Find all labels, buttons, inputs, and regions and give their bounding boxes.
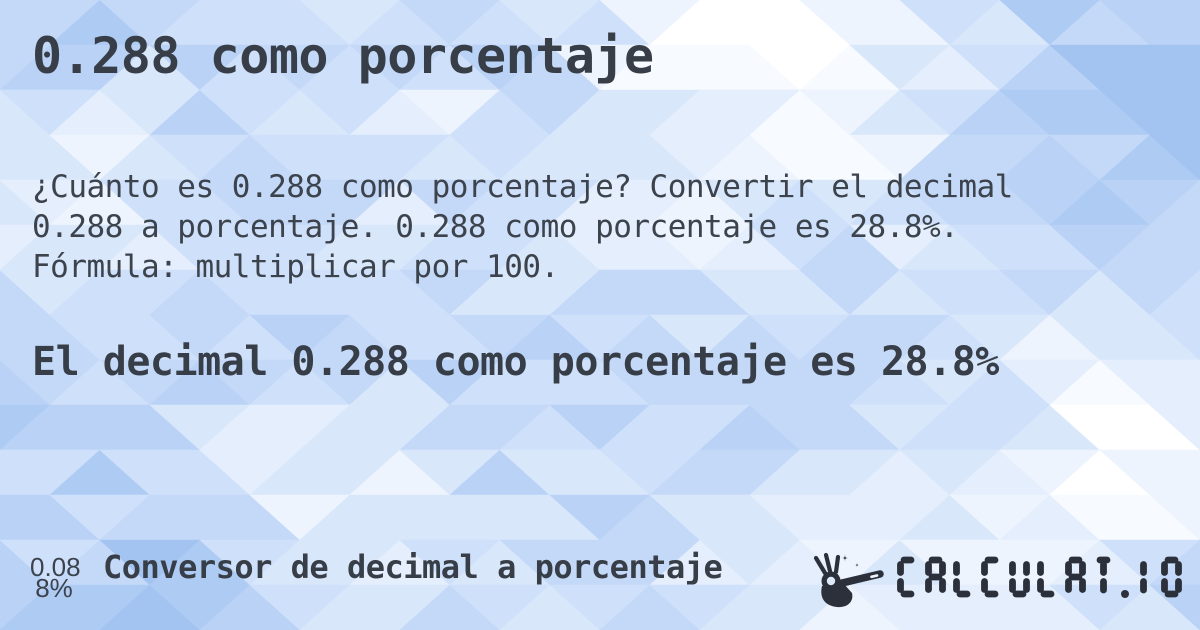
hand-magic-wand-icon bbox=[813, 552, 884, 608]
logo-text bbox=[897, 556, 1182, 598]
calculatio-logo bbox=[809, 546, 1183, 608]
decimal-to-percent-icon: 0.08 8% bbox=[30, 552, 81, 603]
page-title: 0.288 como porcentaje bbox=[32, 27, 654, 85]
description: ¿Cuánto es 0.288 como porcentaje? Conver… bbox=[32, 167, 1013, 287]
description-line: Fórmula: multiplicar por 100. bbox=[32, 249, 559, 285]
result-heading: El decimal 0.288 como porcentaje es 28.8… bbox=[32, 339, 999, 385]
converter-name-label: Conversor de decimal a porcentaje bbox=[103, 548, 723, 586]
description-line: 0.288 a porcentaje. 0.288 como porcentaj… bbox=[32, 209, 959, 245]
decimal-value-label: 0.08 bbox=[30, 552, 81, 582]
description-line: ¿Cuánto es 0.288 como porcentaje? Conver… bbox=[32, 169, 1013, 205]
percent-value-label: 8% bbox=[35, 573, 73, 603]
